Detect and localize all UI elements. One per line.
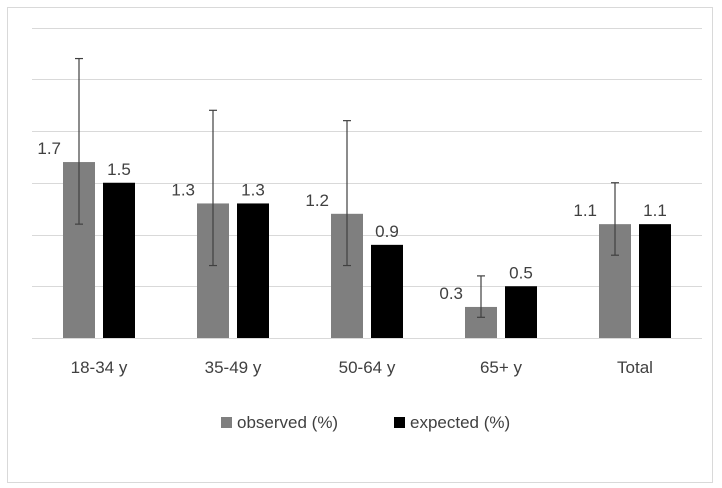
data-label-expected-3: 0.5	[509, 263, 533, 282]
bar-expected-1	[237, 203, 269, 338]
legend-swatch-observed	[221, 417, 232, 428]
x-tick-label-3: 65+ y	[480, 358, 523, 377]
x-tick-label-0: 18-34 y	[71, 358, 128, 377]
data-label-expected-0: 1.5	[107, 160, 131, 179]
data-label-observed-3: 0.3	[439, 284, 463, 303]
data-label-observed-1: 1.3	[171, 180, 195, 199]
x-tick-label-4: Total	[617, 358, 653, 377]
x-tick-label-1: 35-49 y	[205, 358, 262, 377]
bar-expected-0	[103, 182, 135, 338]
data-label-expected-4: 1.1	[643, 201, 667, 220]
legend-label-expected: expected (%)	[410, 413, 510, 432]
data-label-observed-2: 1.2	[305, 191, 329, 210]
bar-expected-3	[505, 286, 537, 338]
bar-expected-4	[639, 224, 671, 338]
bar-expected-2	[371, 244, 403, 338]
data-label-observed-0: 1.7	[37, 139, 61, 158]
legend-label-observed: observed (%)	[237, 413, 338, 432]
data-label-expected-2: 0.9	[375, 222, 399, 241]
data-label-expected-1: 1.3	[241, 180, 265, 199]
data-label-observed-4: 1.1	[573, 201, 597, 220]
legend-swatch-expected	[394, 417, 405, 428]
x-tick-label-2: 50-64 y	[339, 358, 396, 377]
